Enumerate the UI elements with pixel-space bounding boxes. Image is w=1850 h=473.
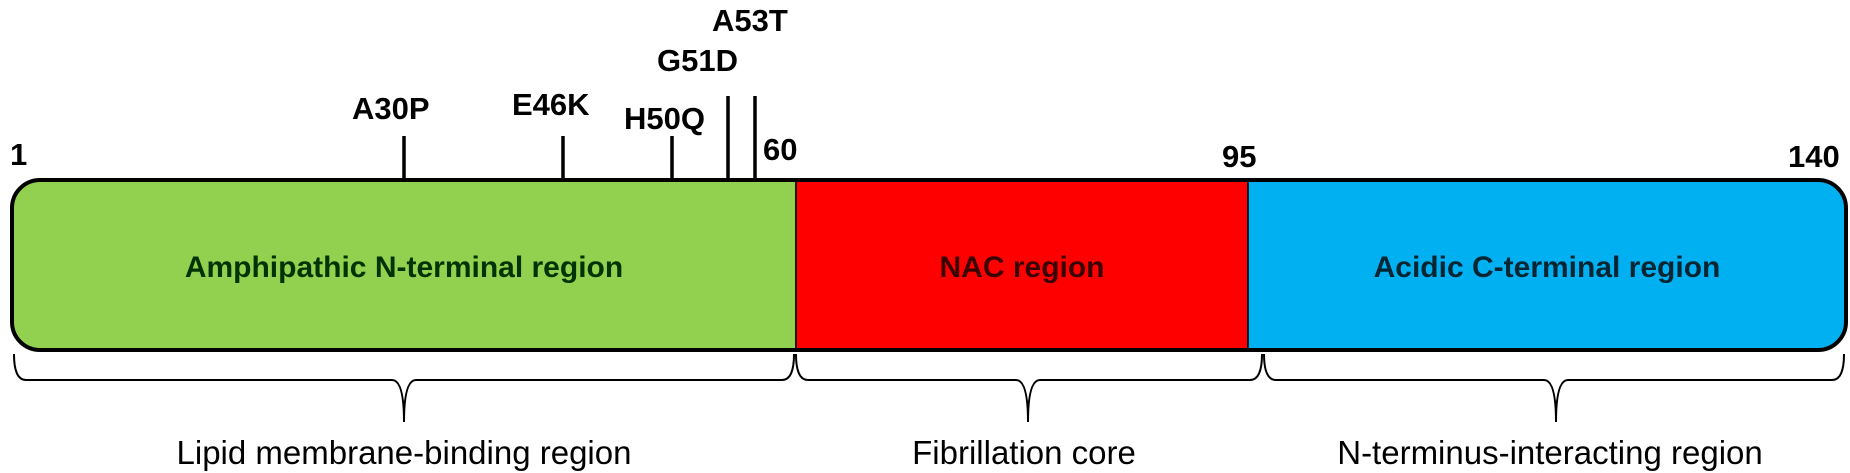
mutation-label-e46k: E46K xyxy=(512,87,590,122)
protein-bar: Amphipathic N-terminal region NAC region… xyxy=(10,178,1848,352)
position-60: 60 xyxy=(763,132,797,167)
segment-label-c-terminal: Acidic C-terminal region xyxy=(1374,251,1721,284)
domain-label-lipid-binding: Lipid membrane-binding region xyxy=(177,434,632,471)
mutation-label-a53t: A53T xyxy=(712,3,788,38)
bracket-lipid-binding xyxy=(13,353,795,423)
position-end: 140 xyxy=(1788,139,1840,174)
domain-brackets xyxy=(13,353,1845,423)
mutation-label-g51d: G51D xyxy=(657,43,738,78)
mutation-ticks xyxy=(402,96,757,180)
mutation-label-a30p: A30P xyxy=(352,91,430,126)
position-start: 1 xyxy=(10,137,27,172)
position-95: 95 xyxy=(1222,139,1256,174)
segment-n-terminal xyxy=(12,180,797,350)
domain-label-fibrillation-core: Fibrillation core xyxy=(912,434,1136,471)
mutation-labels: A30P E46K H50Q G51D A53T xyxy=(352,3,788,136)
mutation-label-h50q: H50Q xyxy=(624,101,705,136)
bracket-n-terminus-interacting xyxy=(1263,353,1845,423)
segment-label-n-terminal: Amphipathic N-terminal region xyxy=(185,251,623,284)
position-numbers: 1 60 95 140 xyxy=(10,132,1840,174)
segment-c-terminal xyxy=(1247,180,1846,350)
bracket-fibrillation-core xyxy=(795,353,1263,423)
domain-label-n-terminus-interacting: N-terminus-interacting region xyxy=(1337,434,1763,471)
protein-bar-outline xyxy=(10,178,1848,352)
segment-nac xyxy=(795,180,1249,350)
segment-label-nac: NAC region xyxy=(940,251,1105,284)
domain-labels: Lipid membrane-binding region Fibrillati… xyxy=(177,434,1763,471)
